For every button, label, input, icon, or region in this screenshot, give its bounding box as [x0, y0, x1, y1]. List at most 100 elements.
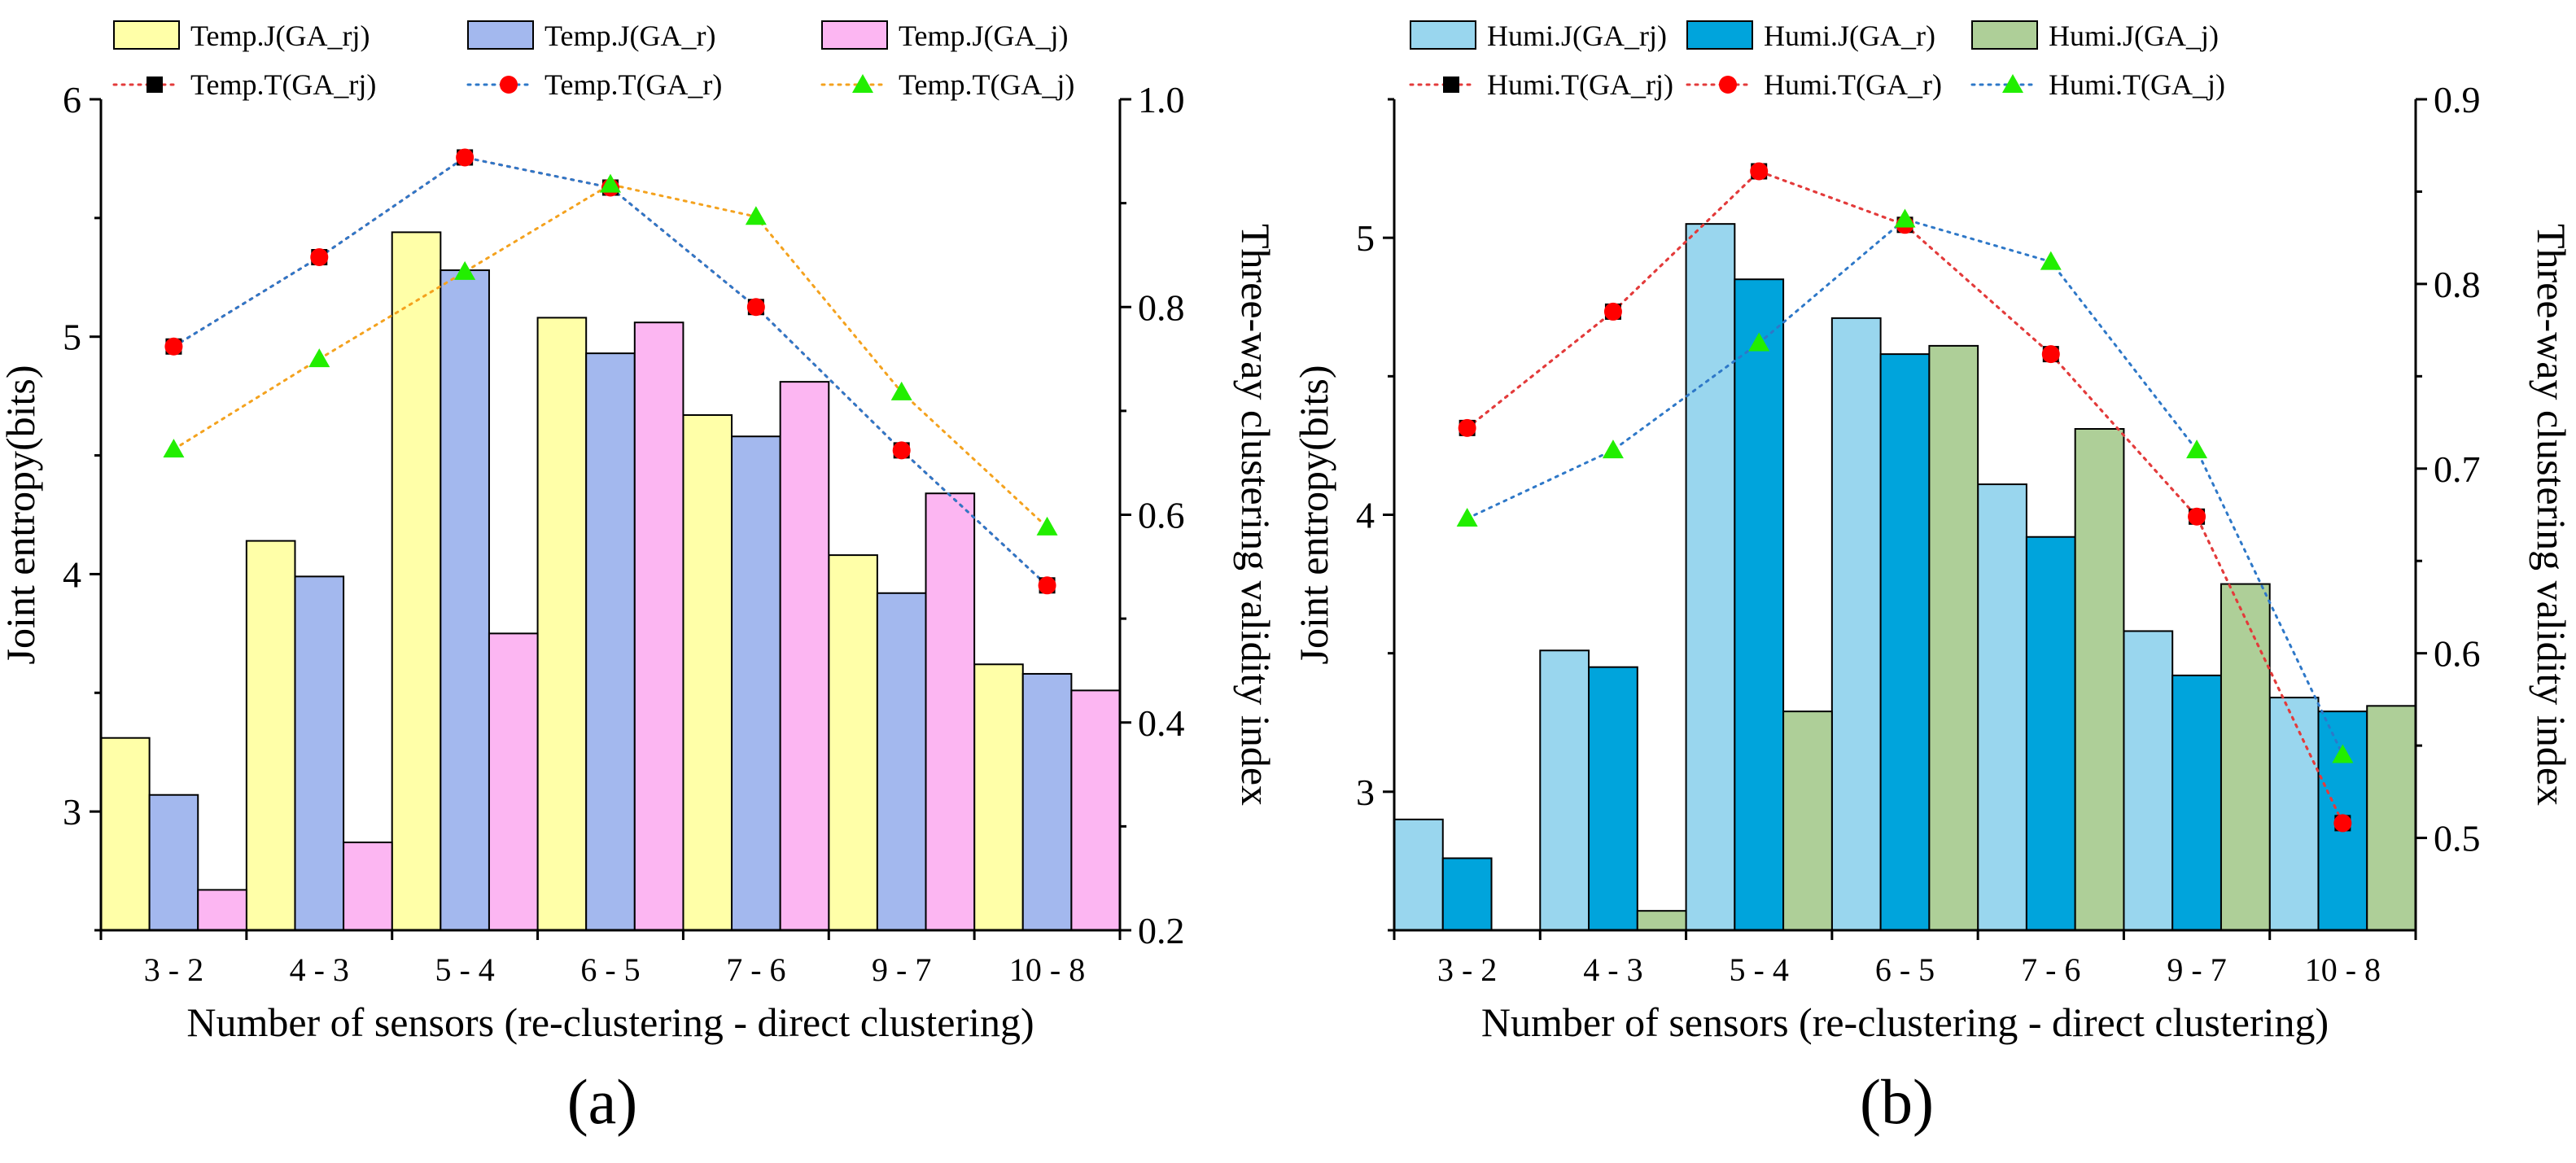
bar [876, 592, 927, 931]
bar [731, 435, 781, 931]
point-marker [456, 148, 475, 167]
point-marker [1458, 418, 1476, 437]
point-marker [2186, 439, 2208, 459]
y2-tick-label: 1.0 [1138, 79, 1185, 120]
bar [925, 492, 976, 931]
bar-series-1 [100, 231, 1024, 932]
bar [1977, 483, 2027, 931]
bar [100, 737, 151, 931]
bar-series-3 [197, 321, 1122, 932]
y-tick-label: 3 [1356, 772, 1375, 813]
y2-tick-label: 0.6 [2434, 633, 2481, 675]
y2-tick-label: 0.6 [1138, 495, 1185, 536]
y2-tick-label: 0.7 [2434, 448, 2481, 490]
legend-swatch [1410, 20, 1476, 50]
legend-marker [2002, 74, 2023, 93]
point-marker [892, 441, 911, 460]
x-axis-label: Number of sensors (re-clustering - direc… [186, 999, 1034, 1045]
y2-tick-label: 0.4 [1138, 702, 1185, 744]
legend-label: Temp.T(GA_j) [899, 68, 1074, 101]
y-tick-label: 3 [63, 791, 81, 833]
x-tick-label: 5 - 4 [1730, 951, 1789, 988]
x-tick-label: 9 - 7 [872, 951, 931, 988]
bar [1928, 344, 1979, 931]
y2-tick-label: 0.5 [2434, 818, 2481, 859]
bar [2123, 630, 2174, 931]
bar [1685, 223, 1736, 931]
point-marker [1038, 576, 1056, 595]
x-tick-label: 7 - 6 [2021, 951, 2080, 988]
legend: Temp.J(GA_rj) Temp.J(GA_r) Temp.J(GA_j) Tem… [112, 20, 1074, 101]
point-marker [2332, 744, 2354, 763]
chart-panel-a: 3 4 5 6 0.2 0.4 0.6 0.8 1.0 3 - 2 4 - 3 5 - 4 6 - 5 7… [0, 20, 1279, 1137]
x-tick-label: 3 - 2 [1437, 951, 1497, 988]
legend-swatch [1971, 20, 2038, 50]
panel-label: (a) [567, 1066, 638, 1137]
legend-swatch [821, 20, 888, 50]
y2-tick-label: 0.9 [2434, 79, 2481, 120]
bar [1441, 857, 1493, 931]
legend-label: Temp.J(GA_j) [899, 20, 1068, 52]
x-tick-label: 10 - 8 [1009, 951, 1085, 988]
bar [1636, 910, 1687, 931]
point-marker [163, 439, 185, 458]
bar [633, 321, 684, 931]
x-tick-label: 5 - 4 [435, 951, 494, 988]
y2-tick-label: 0.8 [1138, 286, 1185, 328]
bar [1588, 666, 1638, 932]
y-tick-label: 5 [1356, 217, 1375, 259]
bar [536, 317, 588, 931]
bar [1393, 818, 1444, 931]
legend-label: Temp.J(GA_rj) [190, 20, 370, 52]
point-marker [308, 348, 330, 368]
point-marker [745, 206, 767, 225]
bar [585, 352, 636, 931]
bar [294, 575, 345, 931]
bar [2171, 674, 2222, 931]
point-marker [1748, 332, 1770, 352]
bar [197, 889, 247, 931]
bar [2220, 583, 2271, 931]
point-marker [1603, 302, 1622, 321]
bar [1070, 689, 1122, 932]
point-marker [2040, 251, 2062, 270]
x-axis-label: Number of sensors (re-clustering - direc… [1481, 999, 2329, 1045]
y-axis-label: Joint entropy(bits) [1291, 365, 1336, 664]
point-marker [310, 247, 329, 266]
point-marker [454, 260, 476, 280]
y-tick-label: 5 [63, 317, 81, 358]
bar [1734, 278, 1785, 931]
legend-swatch [1686, 20, 1753, 50]
legend-label: Humi.J(GA_r) [1764, 20, 1935, 52]
y2-tick-label: 0.8 [2434, 264, 2481, 305]
bar [245, 540, 296, 931]
legend-label: Humi.J(GA_j) [2049, 20, 2219, 52]
bar [1879, 353, 1931, 931]
point-marker [1750, 162, 1769, 181]
bar [682, 413, 733, 932]
y2-tick-label: 0.2 [1138, 910, 1185, 951]
bar-series-3 [1636, 344, 2416, 932]
bar-series-1 [1393, 223, 2320, 931]
legend-marker [852, 74, 873, 93]
bar [1021, 672, 1073, 931]
legend-swatch [467, 20, 534, 50]
bar [2268, 697, 2320, 931]
legend-label: Humi.T(GA_rj) [1487, 68, 1673, 101]
point-marker [2041, 345, 2060, 364]
x-tick-label: 10 - 8 [2305, 951, 2381, 988]
bar [2074, 427, 2125, 931]
bar [440, 269, 490, 931]
x-tick-label: 4 - 3 [1583, 951, 1642, 988]
y-axis-label: Joint entropy(bits) [0, 365, 43, 664]
legend-label: Temp.T(GA_rj) [190, 68, 376, 101]
legend-label: Temp.J(GA_r) [545, 20, 715, 52]
chart-panel-b: 3 4 5 0.5 0.6 0.7 0.8 0.9 3 - 2 4 - 3 5 - 4 6 - 5 7 … [1291, 20, 2574, 1137]
bar [2025, 536, 2076, 932]
bar [1539, 649, 1590, 931]
bar [828, 554, 878, 931]
x-tick-label: 4 - 3 [290, 951, 349, 988]
legend-marker [1443, 77, 1459, 93]
legend-label: Humi.T(GA_r) [1764, 68, 1942, 101]
